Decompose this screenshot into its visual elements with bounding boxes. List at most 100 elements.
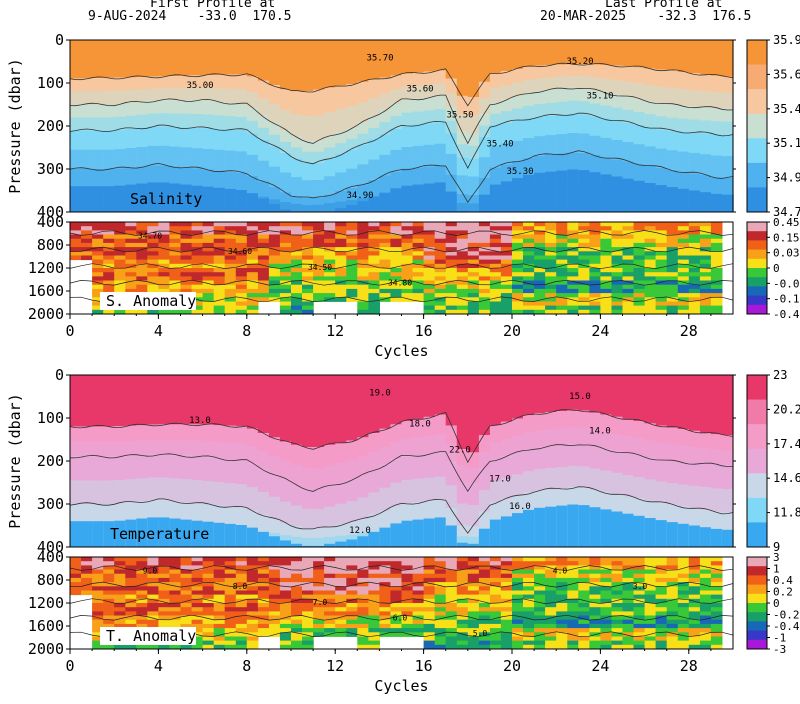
s-anomaly-cell [478,293,491,298]
s-anomaly-cell [268,230,281,235]
s-anomaly-cell [70,230,82,235]
s-anomaly-cell [512,226,524,231]
salinity-cell-shade [721,121,734,135]
s-anomaly-cell [346,222,358,227]
temperature-cell-shade [445,443,458,463]
s-anomaly-cell [235,242,248,248]
t-anomaly-cell [235,632,248,637]
t-anomaly-cell [202,582,215,587]
salinity-cell-shade [500,111,513,123]
t-anomaly-cell [434,628,447,633]
s-anomaly-cell [147,247,159,252]
s-anomaly-cell [125,247,137,252]
s-anomaly-cell [279,234,292,240]
t-anomaly-cell [489,607,502,612]
t-anomaly-cell [136,557,148,562]
s-anomaly-cell [567,284,579,290]
s-anomaly-cell [655,242,668,248]
s-anomaly-cell [224,263,237,269]
salinity-cell-deep [103,186,115,212]
s-anomaly-cell [445,309,458,315]
t-anomaly-cell [357,636,369,642]
s-anomaly-contour-label: 34.70 [138,232,162,241]
salinity-cell-deep [567,169,579,212]
s-anomaly-cell [191,234,204,240]
t-anomaly-cell [699,623,712,629]
s-anomaly-cell [456,259,469,265]
t-anomaly-cell [644,632,657,637]
t-anomaly-cell [622,607,635,612]
t-anomaly-cell [291,598,303,604]
s-anomaly-cell [257,276,270,281]
salinity-cell-shade [147,88,159,101]
t-anomaly-cell [191,640,204,646]
t-anomaly-cell [246,565,259,570]
salinity-cell-shade [489,113,502,125]
temperature-colorbar-swatch [747,473,767,499]
temperature-cell [169,424,182,456]
t-anomaly-cell [677,615,690,621]
t-anomaly-cell [368,603,380,608]
temperature-cell-deep [710,528,723,547]
t-anomaly-contour [69,614,734,621]
s-anomaly-cell [401,226,414,231]
t-anomaly-cell [268,611,281,616]
s-anomaly-cell [523,288,535,294]
s-anomaly-cell [246,242,259,248]
t-anomaly-cell [534,598,546,604]
temperature-contour-label: 12.0 [349,526,371,536]
salinity-cell-shade [666,117,679,131]
t-anomaly-cell [246,582,259,587]
s-anomaly-cell [578,255,590,261]
t-anomaly-cell [235,577,248,583]
t-anomaly-cell [710,611,723,616]
salinity-cell-deep [401,185,414,212]
salinity-cell-shade [368,127,380,140]
t-anomaly-cell [169,569,182,575]
temperature-cell-deep [246,527,259,547]
t-anomaly-cell [368,582,380,587]
t-anomaly-cell [412,573,425,579]
t-anomaly-cell [202,640,215,646]
s-anomaly-cell [92,263,104,269]
s-anomaly-cell [390,263,403,269]
s-anomaly-cell [578,251,590,256]
t-anomaly-cell [357,619,369,625]
s-anomaly-cell [136,222,148,227]
t-anomaly-cell [191,565,204,570]
t-anomaly-cell [291,603,303,608]
s-anomaly-cell [390,255,403,261]
salinity-cell [246,133,259,176]
s-anomaly-cell [512,305,524,311]
salinity-cell-shade [158,145,170,166]
t-anomaly-cell [213,598,226,604]
s-anomaly-cell [567,234,579,240]
s-anomaly-cell [467,255,480,261]
temperature-cell-shade [578,466,590,488]
t-anomaly-cell [666,577,679,583]
t-anomaly-cell [644,603,657,608]
s-anomaly-cell [655,255,668,261]
t-anomaly-cell [114,565,126,570]
s-anomaly-cell [235,268,248,273]
t-anomaly-cell [70,569,82,575]
t-anomaly-cell [655,607,668,612]
t-anomaly-cell [191,628,204,633]
temperature-cell-shade [70,480,82,504]
t-anomaly-cell [81,577,93,583]
s-anomaly-cell [302,234,314,240]
t-anomaly-cell [357,586,369,591]
t-anomaly-cell [246,632,259,637]
s-anomaly-cell [534,255,546,261]
temperature-cell-shade [666,444,679,462]
s-anomaly-cell [114,280,126,286]
t-anomaly-cell [114,607,126,612]
s-anomaly-cell [434,268,447,273]
s-anomaly-cell [445,288,458,294]
s-anomaly-cell [335,222,347,227]
s-anomaly-cell [666,238,679,244]
s-anomaly-cell [346,238,358,244]
s-anomaly-cell [633,297,646,302]
temperature-cell [114,426,126,457]
t-anomaly-cell [335,557,347,562]
